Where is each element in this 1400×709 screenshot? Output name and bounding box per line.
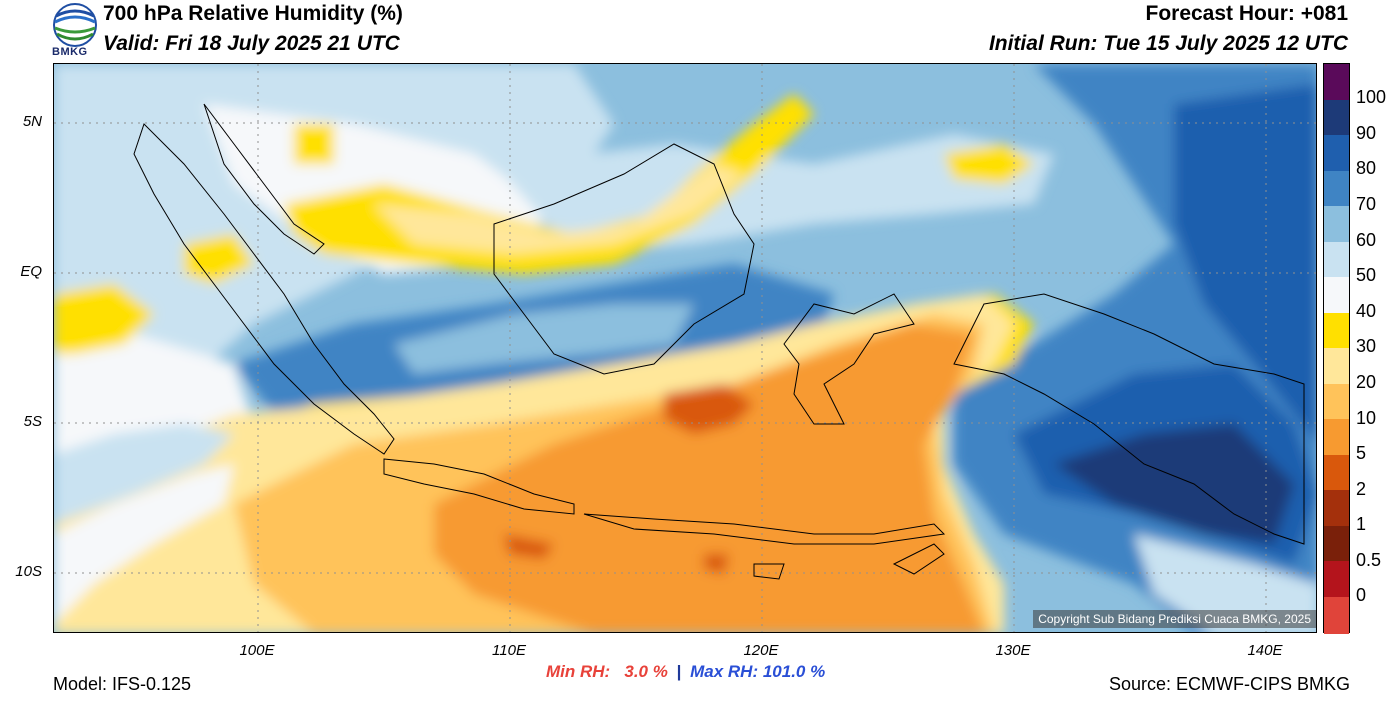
colorbar-label-50: 50 bbox=[1356, 265, 1377, 285]
model-label: Model: IFS-0.125 bbox=[53, 674, 192, 694]
colorbar-segment bbox=[1324, 206, 1349, 244]
colorbar-label-60: 60 bbox=[1356, 230, 1377, 250]
lat-label-eq: EQ bbox=[20, 263, 42, 280]
colorbar-segment bbox=[1324, 241, 1349, 279]
colorbar-segment bbox=[1324, 490, 1349, 528]
colorbar-segment bbox=[1324, 348, 1349, 386]
colorbar-label-80: 80 bbox=[1356, 158, 1377, 178]
lon-label-140e: 140E bbox=[1247, 642, 1283, 659]
source-label: Source: ECMWF-CIPS BMKG bbox=[1108, 674, 1350, 694]
colorbar-label-2: 2 bbox=[1356, 479, 1367, 499]
colorbar-label-90: 90 bbox=[1356, 123, 1377, 143]
colorbar-segment bbox=[1324, 525, 1349, 563]
colorbar-label-10: 10 bbox=[1356, 408, 1377, 428]
colorbar-segment bbox=[1324, 419, 1349, 457]
lat-label-5n: 5N bbox=[22, 113, 42, 130]
colorbar-label-30: 30 bbox=[1356, 336, 1377, 356]
lon-label-110e: 110E bbox=[492, 642, 526, 659]
colorbar-segment bbox=[1324, 135, 1349, 173]
lat-label-5s: 5S bbox=[23, 413, 42, 430]
colorbar-segment bbox=[1324, 99, 1349, 137]
lon-label-100e: 100E bbox=[239, 642, 275, 659]
colorbar-segment bbox=[1324, 64, 1349, 102]
colorbar-segment bbox=[1324, 277, 1349, 315]
colorbar-segment bbox=[1324, 561, 1349, 599]
lat-label-10s: 10S bbox=[15, 563, 42, 580]
lon-label-130e: 130E bbox=[995, 642, 1031, 659]
min-rh: Min RH: 3.0 % bbox=[546, 662, 668, 681]
colorbar-segment bbox=[1324, 170, 1349, 208]
logo-text: BMKG bbox=[52, 46, 88, 58]
map-canvas bbox=[54, 64, 1316, 632]
colorbar-label-100: 100 bbox=[1356, 87, 1387, 107]
valid-time: Valid: Fri 18 July 2025 21 UTC bbox=[103, 32, 400, 55]
colorbar-segment bbox=[1324, 383, 1349, 421]
max-rh: Max RH: 101.0 % bbox=[690, 662, 826, 681]
lon-label-120e: 120E bbox=[743, 642, 779, 659]
initial-run: Initial Run: Tue 15 July 2025 12 UTC bbox=[988, 32, 1348, 55]
humidity-map bbox=[53, 63, 1317, 633]
forecast-hour: Forecast Hour: +081 bbox=[1145, 2, 1349, 25]
min-max-rh: Min RH: 3.0 % | Max RH: 101.0 % bbox=[546, 662, 825, 682]
colorbar bbox=[1323, 63, 1350, 634]
colorbar-label-70: 70 bbox=[1356, 194, 1377, 214]
copyright-notice: Copyright Sub Bidang Prediksi Cuaca BMKG… bbox=[1033, 610, 1316, 628]
colorbar-label-0-5: 0.5 bbox=[1356, 550, 1382, 570]
colorbar-label-20: 20 bbox=[1356, 372, 1377, 392]
separator: | bbox=[676, 662, 682, 681]
colorbar-label-40: 40 bbox=[1356, 301, 1377, 321]
colorbar-segment bbox=[1324, 596, 1349, 634]
colorbar-segment bbox=[1324, 312, 1349, 350]
colorbar-label-0: 0 bbox=[1356, 585, 1367, 605]
colorbar-label-1: 1 bbox=[1356, 514, 1367, 534]
bmkg-logo bbox=[52, 2, 98, 60]
chart-title: 700 hPa Relative Humidity (%) bbox=[103, 2, 403, 25]
colorbar-label-5: 5 bbox=[1356, 443, 1367, 463]
colorbar-segment bbox=[1324, 454, 1349, 492]
